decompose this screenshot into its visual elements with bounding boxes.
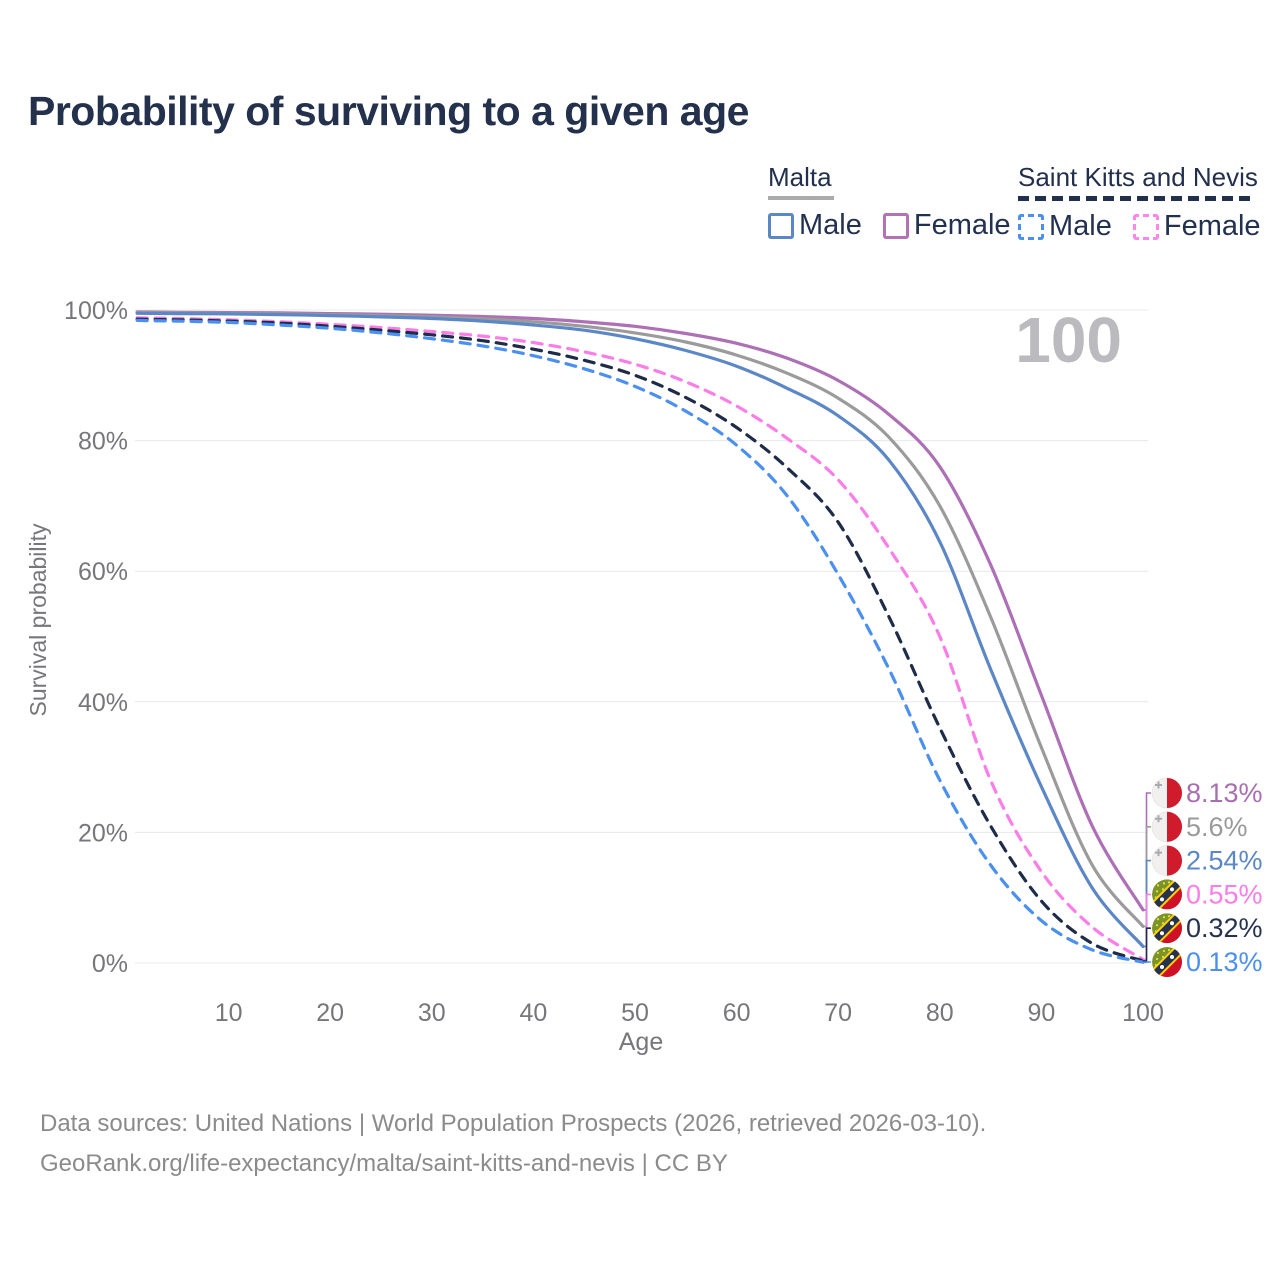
legend-label: Male bbox=[1049, 210, 1112, 242]
series-line-skn-both-sexes bbox=[135, 317, 1145, 963]
end-label-skn-both-sexes: 0.32% bbox=[1186, 913, 1263, 943]
saint-kitts-and-nevis-flag-icon bbox=[1152, 913, 1182, 944]
legend-label: Female bbox=[913, 209, 1011, 241]
end-label-skn-male: 0.13% bbox=[1186, 947, 1263, 977]
legend-linestyle-dashed bbox=[1018, 196, 1255, 201]
y-tick-label: 80% bbox=[78, 428, 128, 456]
legend-country-malta: Malta bbox=[768, 162, 832, 192]
checkbox-malta-male[interactable] bbox=[768, 212, 794, 239]
saint-kitts-and-nevis-flag-icon bbox=[1152, 947, 1182, 977]
saint-kitts-and-nevis-flag-icon bbox=[1152, 879, 1182, 910]
y-tick-label: 0% bbox=[92, 950, 128, 978]
x-tick-label: 50 bbox=[621, 999, 649, 1027]
malta-flag-icon bbox=[1151, 811, 1183, 843]
legend-linestyle-solid bbox=[768, 196, 834, 200]
end-label-malta-female: 8.13% bbox=[1186, 778, 1263, 808]
x-tick-label: 100 bbox=[1122, 999, 1164, 1027]
end-label-skn-female: 0.55% bbox=[1186, 879, 1263, 909]
hover-age-watermark: 100 bbox=[1015, 304, 1122, 376]
malta-flag-icon bbox=[1151, 777, 1183, 809]
x-tick-label: 70 bbox=[824, 999, 852, 1027]
legend-item-skn-female[interactable]: Female bbox=[1132, 210, 1261, 243]
y-tick-label: 60% bbox=[78, 558, 128, 586]
checkbox-skn-male[interactable] bbox=[1018, 213, 1044, 240]
checkbox-skn-female[interactable] bbox=[1132, 213, 1159, 240]
legend-item-malta-male[interactable]: Male bbox=[768, 209, 862, 242]
x-tick-label: 90 bbox=[1027, 999, 1055, 1027]
footer-sources: Data sources: United Nations | World Pop… bbox=[40, 1110, 987, 1137]
x-tick-label: 10 bbox=[215, 999, 243, 1027]
malta-flag-icon bbox=[1151, 845, 1183, 876]
checkbox-malta-female[interactable] bbox=[882, 212, 909, 239]
end-connector-skn-both-sexes bbox=[1143, 927, 1151, 962]
series-line-malta-both-sexes bbox=[135, 311, 1145, 928]
y-tick-label: 40% bbox=[78, 689, 128, 717]
series-line-skn-male bbox=[135, 318, 1145, 964]
x-tick-label: 30 bbox=[418, 999, 446, 1027]
y-tick-label: 20% bbox=[78, 819, 128, 847]
series-line-malta-male bbox=[135, 311, 1145, 948]
legend-country-skn: Saint Kitts and Nevis bbox=[1018, 162, 1258, 192]
end-connector-skn-female bbox=[1143, 893, 1151, 961]
footer-attribution: GeoRank.org/life-expectancy/malta/saint-… bbox=[40, 1150, 728, 1177]
x-axis-title: Age bbox=[619, 1028, 663, 1056]
legend-group-saint-kitts-and-nevis: Saint Kitts and Nevis Male Female bbox=[1018, 162, 1261, 243]
y-axis-title: Survival probability bbox=[25, 523, 51, 717]
legend-item-malta-female[interactable]: Female bbox=[882, 209, 1011, 242]
y-tick-label: 100% bbox=[64, 297, 128, 325]
end-label-malta-both-sexes: 5.6% bbox=[1186, 812, 1248, 842]
legend-label: Male bbox=[799, 209, 862, 241]
x-tick-label: 20 bbox=[316, 999, 344, 1027]
x-tick-label: 80 bbox=[926, 999, 954, 1027]
page-title: Probability of surviving to a given age bbox=[28, 88, 749, 134]
x-tick-label: 40 bbox=[519, 999, 547, 1027]
legend-label: Female bbox=[1163, 210, 1261, 242]
footer: Data sources: United Nations | World Pop… bbox=[40, 1104, 986, 1184]
end-label-malta-male: 2.54% bbox=[1186, 846, 1263, 876]
legend-item-skn-male[interactable]: Male bbox=[1018, 210, 1112, 243]
series-line-malta-female bbox=[135, 310, 1145, 912]
x-tick-label: 60 bbox=[723, 999, 751, 1027]
legend-group-malta: Malta Male Female bbox=[768, 162, 1011, 242]
series-line-skn-female bbox=[135, 316, 1145, 961]
